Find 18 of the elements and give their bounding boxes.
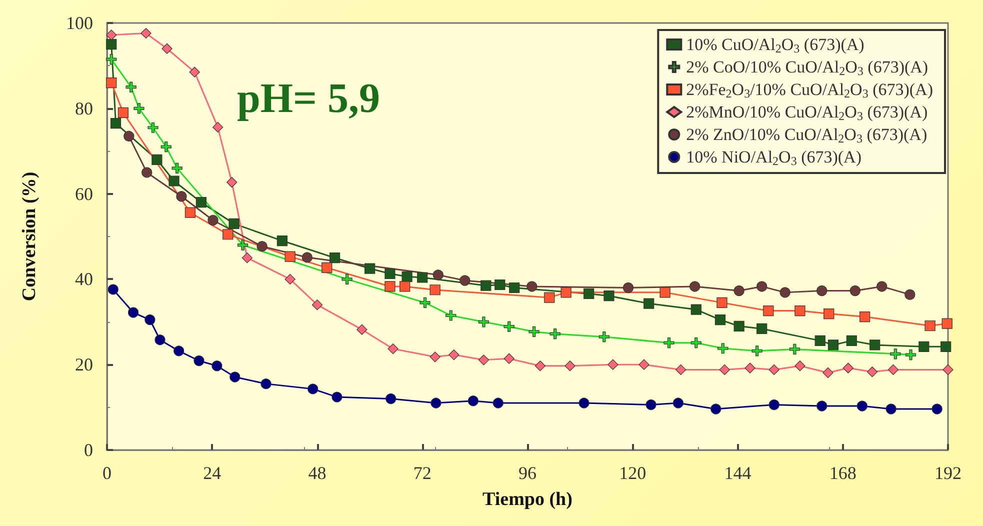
annotation: pH= 5,9 [237, 76, 380, 122]
y-tick-label: 80 [75, 98, 93, 118]
x-tick-label: 24 [203, 463, 222, 483]
x-axis-title: Tiempo (h) [482, 489, 572, 510]
y-tick-label: 100 [66, 13, 93, 33]
y-axis-title: Conversion (%) [19, 172, 40, 302]
x-tick-label: 0 [102, 463, 112, 483]
x-tick-label: 48 [308, 463, 326, 483]
x-tick-label: 120 [619, 463, 646, 483]
x-tick-label: 192 [934, 463, 962, 483]
x-tick-label: 168 [829, 463, 856, 483]
x-tick-label: 72 [413, 463, 432, 483]
y-tick-label: 40 [75, 269, 93, 290]
y-tick-label: 60 [75, 184, 93, 204]
x-tick-label: 144 [724, 463, 752, 483]
y-tick-label: 20 [75, 354, 93, 375]
x-tick-label: 96 [518, 463, 536, 483]
y-tick-label: 0 [84, 440, 93, 460]
